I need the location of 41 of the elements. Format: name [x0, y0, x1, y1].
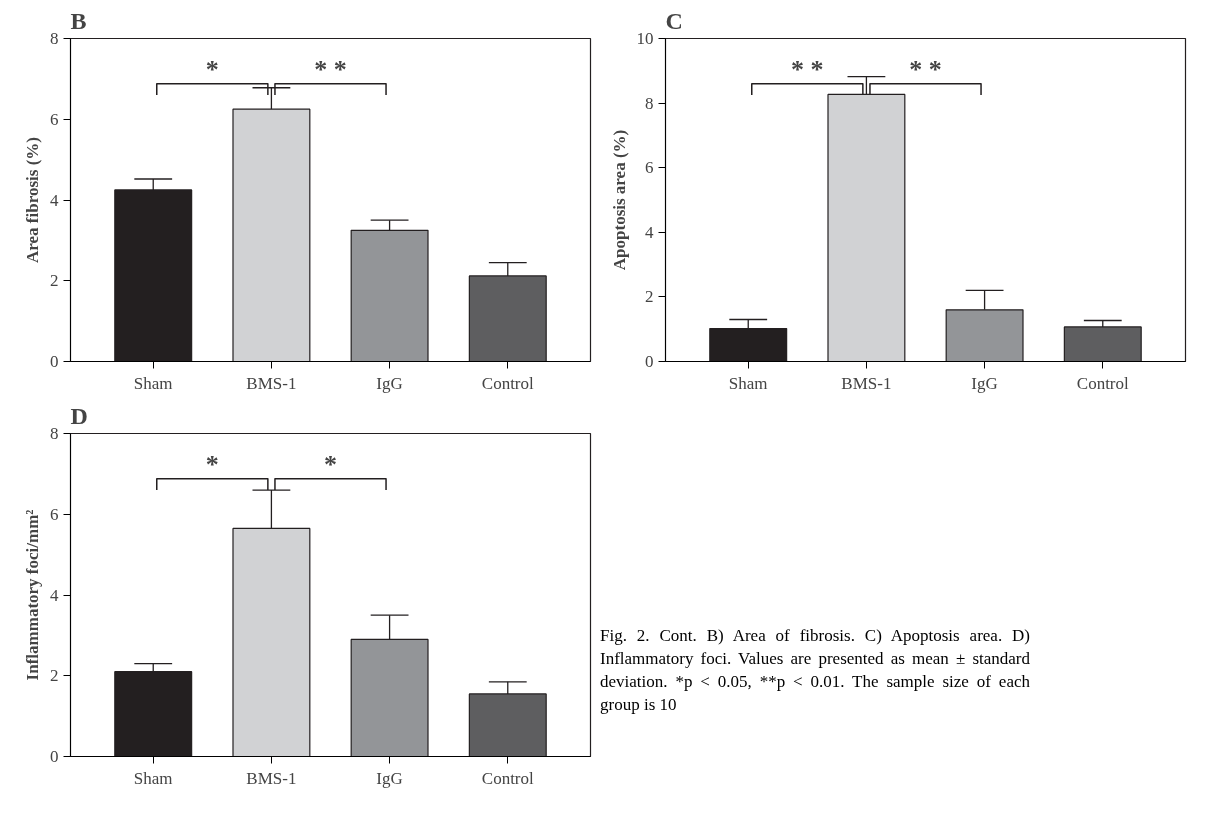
- y-tick-label: 8: [50, 424, 59, 443]
- y-tick-label: 4: [645, 222, 654, 242]
- y-tick-label: 4: [50, 190, 59, 210]
- y-tick-label: 0: [645, 352, 654, 371]
- y-tick-label: 10: [636, 29, 654, 48]
- annotation: * *: [909, 54, 942, 84]
- y-axis-title: Apoptosis area (%): [609, 129, 629, 271]
- y-tick-label: 6: [50, 109, 59, 129]
- chart-title: B: [70, 7, 87, 34]
- annotation: *: [324, 449, 337, 479]
- y-tick-label: 2: [50, 271, 59, 291]
- x-tick-label: IgG: [971, 373, 998, 393]
- chart-title: C: [665, 7, 683, 34]
- y-axis-title: Area fibrosis (%): [23, 137, 42, 263]
- x-tick-label: Control: [1076, 373, 1130, 393]
- x-tick-label: Sham: [133, 768, 173, 788]
- y-tick-label: 6: [50, 504, 59, 524]
- y-tick-label: 8: [50, 29, 59, 48]
- y-tick-label: 8: [645, 93, 654, 113]
- y-tick-label: 2: [645, 287, 654, 307]
- x-tick-label: BMS-1: [246, 768, 297, 788]
- caption: Fig. 2. Cont. B) Area of fibrosis. C) Apoptosis area. D) Inflammatory foci. Values are presented as mean ± standard deviation. *p < 0.05, **p < 0.01. The sample size of each group is 10: [600, 625, 1030, 716]
- x-tick-label: Control: [481, 768, 535, 788]
- y-tick-label: 0: [50, 352, 59, 371]
- x-tick-label: BMS-1: [246, 373, 297, 393]
- chart-title: D: [70, 402, 88, 429]
- annotation: * *: [314, 54, 347, 84]
- x-tick-label: Control: [481, 373, 535, 393]
- x-tick-label: Sham: [728, 373, 768, 393]
- y-tick-label: 6: [645, 158, 654, 178]
- y-tick-label: 4: [50, 585, 59, 605]
- annotation: *: [205, 54, 219, 84]
- y-axis-title: Inflammatory foci/mm²: [23, 509, 42, 681]
- annotation: *: [205, 449, 219, 479]
- x-tick-label: BMS-1: [841, 373, 892, 393]
- x-tick-label: Sham: [133, 373, 173, 393]
- y-tick-label: 0: [50, 747, 59, 766]
- annotation: * *: [791, 54, 824, 84]
- x-tick-label: IgG: [376, 373, 403, 393]
- x-tick-label: IgG: [376, 768, 403, 788]
- y-tick-label: 2: [50, 666, 59, 686]
